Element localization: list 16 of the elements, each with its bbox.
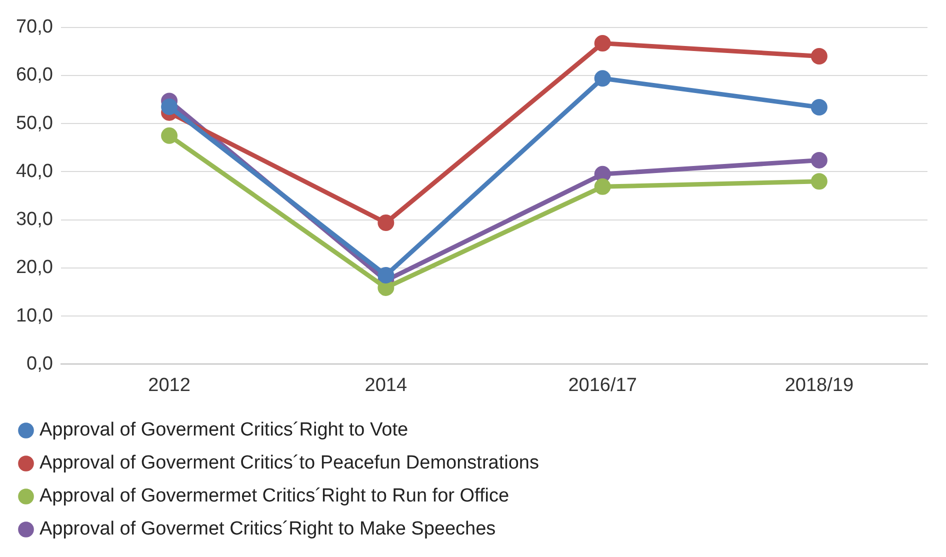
y-tick-label: 30,0 [16,209,53,230]
x-tick-label: 2016/17 [568,374,637,396]
y-tick-label: 20,0 [16,257,53,278]
legend-label: Approval of Goverment Critics´to Peacefun Demonstrations [40,452,539,474]
y-tick-label: 40,0 [16,160,53,182]
y-tick-label: 50,0 [16,112,53,134]
y-tick-label: 0,0 [26,353,53,374]
x-tick-label: 2014 [364,374,408,396]
legend-label: Approval of Govermermet Critics´Right to Run for Office [40,486,510,507]
y-tick-label: 10,0 [16,305,53,326]
legend-label: Approval of Goverment Critics´Right to Vote [40,420,408,441]
y-tick-label: 60,0 [16,64,53,86]
y-tick-label: 70,0 [16,16,53,38]
legend-label: Approval of Govermet Critics´Right to Make Speeches [40,518,496,540]
x-tick-label: 2018/19 [784,374,854,396]
x-tick-label: 2012 [148,374,190,396]
